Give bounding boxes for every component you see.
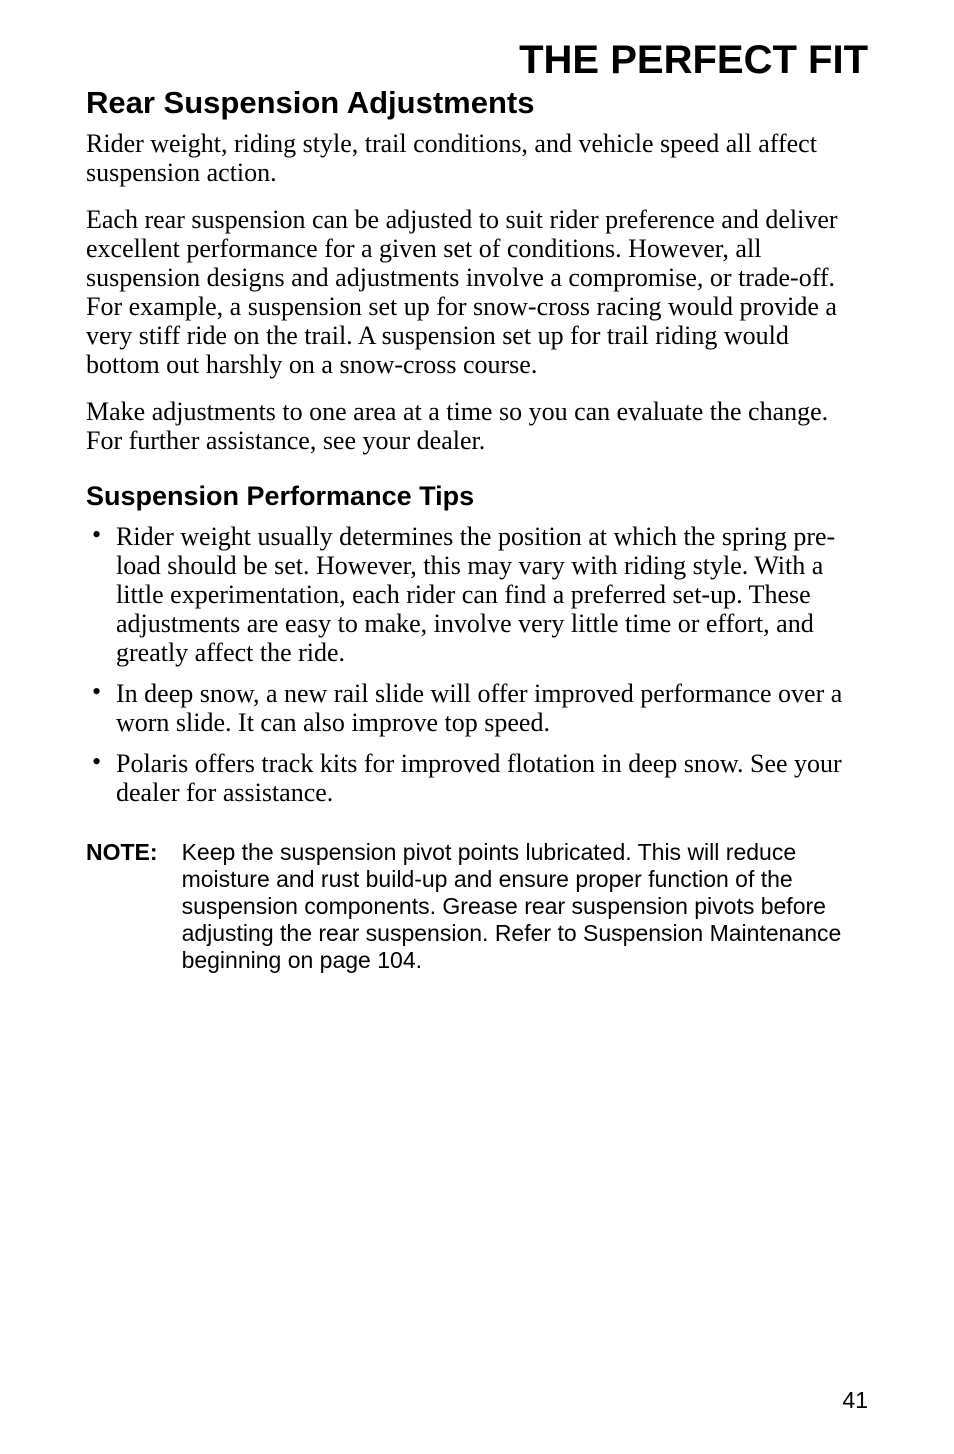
sub-title: Rear Suspension Adjustments xyxy=(86,85,868,121)
tip-item: In deep snow, a new rail slide will offe… xyxy=(86,679,868,737)
page-container: THE PERFECT FIT Rear Suspension Adjustme… xyxy=(0,0,954,1454)
intro-para-3: Make adjustments to one area at a time s… xyxy=(86,397,868,455)
tips-list: Rider weight usually determines the posi… xyxy=(86,522,868,807)
tips-title: Suspension Performance Tips xyxy=(86,481,868,512)
note-block: NOTE: Keep the suspension pivot points l… xyxy=(86,839,868,974)
note-label: NOTE: xyxy=(86,839,182,974)
tip-item: Rider weight usually determines the posi… xyxy=(86,522,868,667)
intro-para-1: Rider weight, riding style, trail condit… xyxy=(86,129,868,187)
page-number: 41 xyxy=(842,1387,868,1414)
main-title: THE PERFECT FIT xyxy=(86,38,868,83)
intro-para-2: Each rear suspension can be adjusted to … xyxy=(86,205,868,379)
tip-item: Polaris offers track kits for improved f… xyxy=(86,749,868,807)
note-text: Keep the suspension pivot points lubrica… xyxy=(182,839,868,974)
